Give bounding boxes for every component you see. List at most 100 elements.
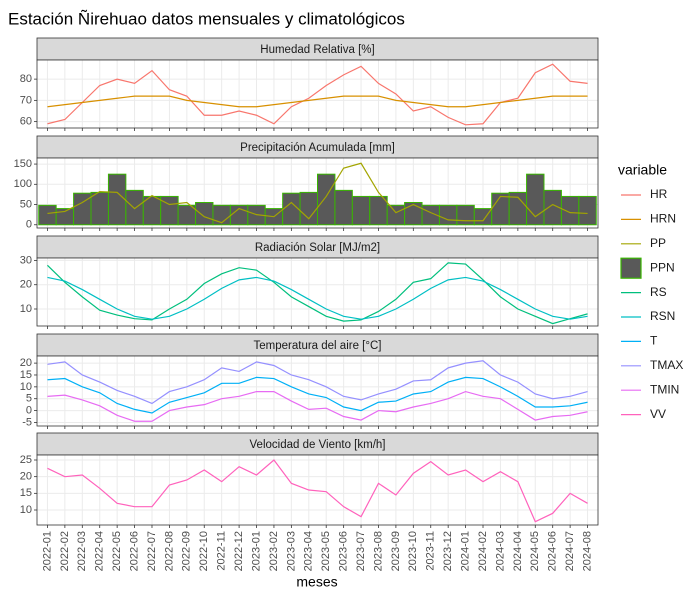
- bar: [369, 195, 388, 226]
- bar: [73, 192, 92, 226]
- x-tick-label: 2024-05: [529, 531, 541, 571]
- bar: [317, 173, 336, 226]
- x-tick-label: 2024-08: [581, 531, 593, 571]
- y-tick-label: 25: [20, 454, 32, 466]
- x-tick-label: 2023-05: [320, 531, 332, 571]
- x-tick-label: 2022-04: [94, 531, 106, 571]
- bar: [212, 204, 231, 226]
- panel-border: [36, 454, 599, 526]
- y-tick-label: 60: [20, 116, 32, 128]
- legend-label: VV: [650, 407, 666, 421]
- x-tick-label: 2023-12: [442, 531, 454, 571]
- x-tick-label: 2022-06: [128, 531, 140, 571]
- x-tick-label: 2022-05: [111, 531, 123, 571]
- x-tick-label: 2022-12: [233, 531, 245, 571]
- y-tick-label: 0: [26, 404, 32, 416]
- y-tick-label: 10: [20, 504, 32, 516]
- line: [47, 95, 588, 108]
- y-tick-label: 10: [20, 381, 32, 393]
- x-tick-label: 2022-02: [59, 531, 71, 571]
- bar: [404, 202, 423, 226]
- x-tick-label: 2022-03: [76, 531, 88, 571]
- x-tick-label: 2024-02: [477, 531, 489, 571]
- line: [47, 360, 588, 405]
- legend-title: variable: [618, 162, 667, 178]
- panel-border: [36, 157, 599, 229]
- x-tick-label: 2024-07: [564, 531, 576, 571]
- x-tick-label: 2023-06: [338, 531, 350, 571]
- x-tick-label: 2023-07: [355, 531, 367, 571]
- x-tick-label: 2024-01: [459, 531, 471, 571]
- bar: [473, 208, 493, 226]
- x-axis-label: meses: [296, 574, 337, 590]
- bar: [107, 173, 127, 226]
- bar: [438, 204, 458, 226]
- panel: [37, 455, 598, 525]
- x-tick-label: 2024-03: [494, 531, 506, 571]
- bar: [351, 195, 371, 226]
- bar: [299, 191, 318, 226]
- x-tick-label: 2023-11: [425, 531, 437, 571]
- panel-border: [36, 355, 599, 427]
- x-tick-label: 2023-09: [390, 531, 402, 571]
- y-tick-label: -5: [22, 416, 32, 428]
- bar: [38, 204, 57, 226]
- legend-label: PPN: [650, 260, 675, 274]
- strip-title: Precipitación Acumulada [mm]: [240, 142, 395, 154]
- x-tick-label: 2022-10: [198, 531, 210, 571]
- x-tick-label: 2022-01: [41, 531, 53, 571]
- bar: [195, 202, 214, 226]
- line: [47, 276, 588, 320]
- y-tick-label: 20: [20, 471, 32, 483]
- y-tick-label: 20: [20, 357, 32, 369]
- line: [47, 376, 588, 414]
- y-tick-label: 15: [20, 487, 32, 499]
- legend-label: HRN: [650, 212, 676, 226]
- y-tick-label: 70: [20, 94, 32, 106]
- y-tick-label: 0: [26, 219, 32, 231]
- x-tick-label: 2022-08: [163, 531, 175, 571]
- x-tick-label: 2024-04: [512, 531, 524, 571]
- x-tick-label: 2023-01: [250, 531, 262, 571]
- chart-title: Estación Ñirehuao datos mensuales y clim…: [8, 9, 405, 28]
- legend-label: T: [650, 334, 658, 348]
- bar: [578, 195, 597, 226]
- legend-label: TMIN: [650, 382, 679, 396]
- line: [47, 63, 588, 126]
- x-tick-label: 2023-02: [268, 531, 280, 571]
- x-tick-label: 2022-07: [146, 531, 158, 571]
- legend-label: RSN: [650, 309, 675, 323]
- bar: [491, 192, 510, 226]
- bar: [177, 204, 197, 226]
- y-tick-label: 5: [26, 393, 32, 405]
- x-tick-label: 2022-09: [181, 531, 193, 571]
- y-tick-label: 150: [14, 158, 32, 170]
- x-tick-label: 2023-10: [407, 531, 419, 571]
- bar: [90, 191, 109, 226]
- bar: [334, 189, 353, 226]
- strip-title: Temperatura del aire [°C]: [254, 340, 382, 352]
- legend-label: RS: [650, 285, 667, 299]
- y-tick-label: 15: [20, 369, 32, 381]
- panel-border: [36, 257, 599, 327]
- legend-label: HR: [650, 187, 668, 201]
- line: [47, 262, 588, 325]
- panel: [37, 356, 598, 426]
- legend-key: [620, 257, 642, 279]
- y-tick-label: 80: [20, 73, 32, 85]
- bar: [456, 204, 475, 226]
- bar: [160, 195, 179, 226]
- strip-title: Humedad Relativa [%]: [260, 44, 374, 56]
- y-tick-label: 100: [14, 178, 32, 190]
- line: [47, 162, 588, 224]
- line: [47, 459, 588, 523]
- y-tick-label: 50: [20, 198, 32, 210]
- bar: [560, 195, 580, 226]
- x-tick-label: 2022-11: [216, 531, 228, 571]
- x-tick-label: 2023-03: [285, 531, 297, 571]
- y-tick-label: 30: [20, 254, 32, 266]
- strip-title: Radiación Solar [MJ/m2]: [255, 242, 380, 254]
- panel: [37, 60, 598, 128]
- x-tick-label: 2023-04: [303, 531, 315, 571]
